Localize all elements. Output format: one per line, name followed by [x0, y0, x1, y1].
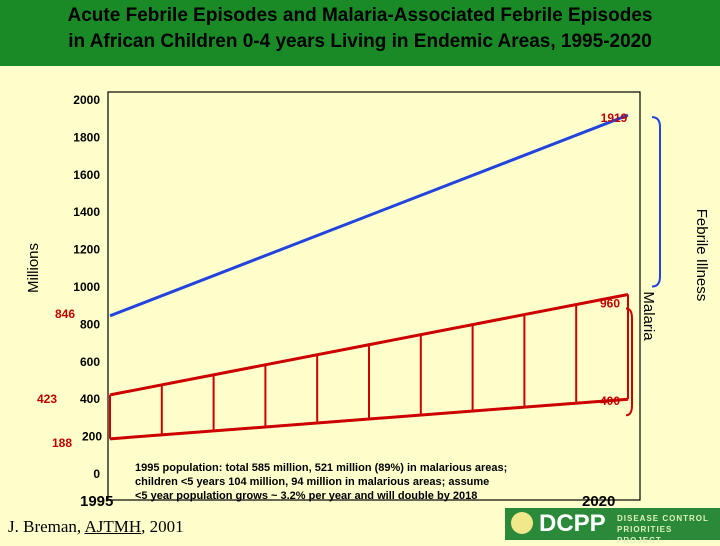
chart-title: Acute Febrile Episodes and Malaria-Assoc…	[0, 3, 720, 55]
logo-tagline-1: DISEASE CONTROL	[617, 514, 709, 523]
y-tick-0: 0	[93, 467, 100, 481]
x-end-label: 2020	[582, 493, 615, 510]
series-line-malaria-lower	[109, 397, 629, 441]
citation-journal-link[interactable]: AJTMH	[84, 517, 142, 536]
citation: J. Breman, AJTMH, 2001	[8, 517, 184, 537]
y-tick-600: 600	[80, 355, 100, 369]
malaria-hatch-lines	[109, 294, 629, 439]
label-malaria-upper-end: 960	[600, 296, 620, 310]
logo-name: DCPP	[539, 510, 606, 537]
malaria-bracket-label: Malaria	[640, 291, 657, 341]
label-febrile-start: 846	[55, 307, 75, 321]
dcpp-logo: DCPP DISEASE CONTROL PRIORITIES PROJECT	[505, 508, 720, 545]
y-tick-1200: 1200	[73, 243, 100, 257]
series-line-febrile-illness	[109, 113, 629, 318]
plot-area	[107, 91, 641, 501]
label-malaria-lower-start: 188	[52, 436, 72, 450]
y-tick-1400: 1400	[73, 205, 100, 219]
data-labels: 1919 960 400 846 423 188	[37, 111, 628, 450]
y-tick-labels: 0 200 400 600 800 1000 1200 1400 1600 1800 2000	[73, 93, 102, 481]
label-malaria-upper-start: 423	[37, 392, 57, 406]
footnote-line-2: children <5 years 104 million, 94 millio…	[135, 476, 490, 488]
citation-prefix: J. Breman,	[8, 517, 85, 536]
citation-suffix: , 2001	[141, 517, 184, 536]
y-tick-1000: 1000	[73, 280, 100, 294]
title-banner: Acute Febrile Episodes and Malaria-Assoc…	[0, 0, 720, 66]
globe-icon	[511, 512, 533, 534]
y-tick-2000: 2000	[73, 93, 100, 107]
febrile-bracket-label: Febrile Illness	[693, 209, 710, 302]
y-tick-1600: 1600	[73, 168, 100, 182]
footnote-line-3: <5 year population grows ~ 3.2% per year…	[135, 490, 478, 502]
logo-tagline-2: PRIORITIES PROJECT	[617, 525, 673, 545]
y-tick-400: 400	[80, 392, 100, 406]
y-axis-label: Millions	[25, 243, 42, 293]
series-line-malaria-upper	[109, 293, 629, 397]
footnote: 1995 population: total 585 million, 521 …	[135, 461, 585, 503]
label-febrile-end: 1919	[601, 111, 628, 125]
y-tick-200: 200	[82, 430, 102, 444]
febrile-bracket	[651, 116, 661, 288]
y-tick-1800: 1800	[73, 130, 100, 144]
title-line-1: Acute Febrile Episodes and Malaria-Assoc…	[67, 5, 653, 26]
x-start-label: 1995	[80, 493, 113, 510]
brackets	[625, 116, 661, 417]
footnote-line-1: 1995 population: total 585 million, 521 …	[135, 462, 508, 474]
logo-tagline: DISEASE CONTROL PRIORITIES PROJECT	[617, 513, 717, 546]
title-line-2: in African Children 0-4 years Living in …	[68, 31, 652, 52]
y-tick-800: 800	[80, 317, 100, 331]
label-malaria-lower-end: 400	[600, 394, 620, 408]
series-lines	[109, 113, 629, 441]
malaria-bracket	[625, 307, 633, 417]
